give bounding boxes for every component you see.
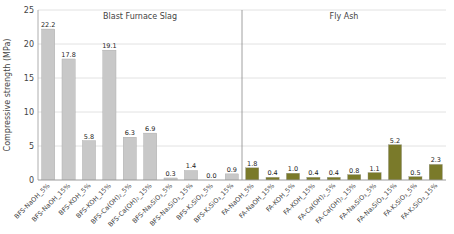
bar [348, 175, 361, 180]
bar [82, 141, 95, 180]
data-label: 19.1 [102, 42, 116, 50]
chart: 0 5 10 15 20 25 22.2 17.8 5.8 19.1 6.3 6.9 0.3 1.4 0.0… [0, 0, 454, 234]
data-label: 0.4 [329, 169, 339, 177]
bar [266, 177, 279, 180]
section-label: Fly Ash [330, 12, 359, 21]
grid-line [38, 180, 446, 181]
data-label: 5.8 [84, 133, 94, 141]
data-label: 1.1 [369, 165, 379, 173]
y-tick-label: 0 [29, 176, 34, 185]
bar [388, 145, 401, 180]
data-label: 0.9 [227, 166, 237, 174]
divider [242, 10, 243, 180]
y-tick-label: 10 [24, 108, 34, 117]
data-label: 0.5 [410, 169, 420, 177]
bar [103, 50, 116, 180]
y-tick-label: 25 [24, 6, 34, 15]
data-label: 2.3 [431, 156, 441, 164]
y-tick-label: 5 [29, 142, 34, 151]
data-label: 1.4 [186, 162, 196, 170]
data-label: 0.4 [267, 169, 277, 177]
bar [42, 29, 55, 180]
data-label: 0.3 [165, 170, 175, 178]
section-label: Blast Furnace Slag [103, 12, 177, 21]
data-label: 1.8 [247, 160, 257, 168]
y-tick-label: 20 [24, 40, 34, 49]
data-label: 0.4 [308, 169, 318, 177]
x-tick-label: FA-K₂SiO₃_15% [400, 182, 440, 222]
y-axis [38, 10, 39, 180]
data-label: 0.8 [349, 167, 359, 175]
x-axis [38, 180, 446, 181]
bar [368, 173, 381, 180]
bar [62, 59, 75, 180]
data-label: 1.0 [288, 165, 298, 173]
bar [246, 168, 259, 180]
data-label: 0.0 [206, 172, 216, 180]
bar [123, 137, 136, 180]
bar [327, 177, 340, 180]
y-axis-label: Compressive strength (MPa) [3, 39, 12, 152]
data-label: 22.2 [41, 21, 55, 29]
bar [225, 174, 238, 180]
bar [286, 173, 299, 180]
bar [144, 133, 157, 180]
data-label: 6.9 [145, 125, 155, 133]
bar [409, 177, 422, 180]
data-label: 6.3 [125, 129, 135, 137]
bar [184, 170, 197, 180]
bar [307, 177, 320, 180]
bar [429, 164, 442, 180]
data-label: 5.2 [390, 137, 400, 145]
data-label: 17.8 [61, 51, 75, 59]
y-tick-label: 15 [24, 74, 34, 83]
